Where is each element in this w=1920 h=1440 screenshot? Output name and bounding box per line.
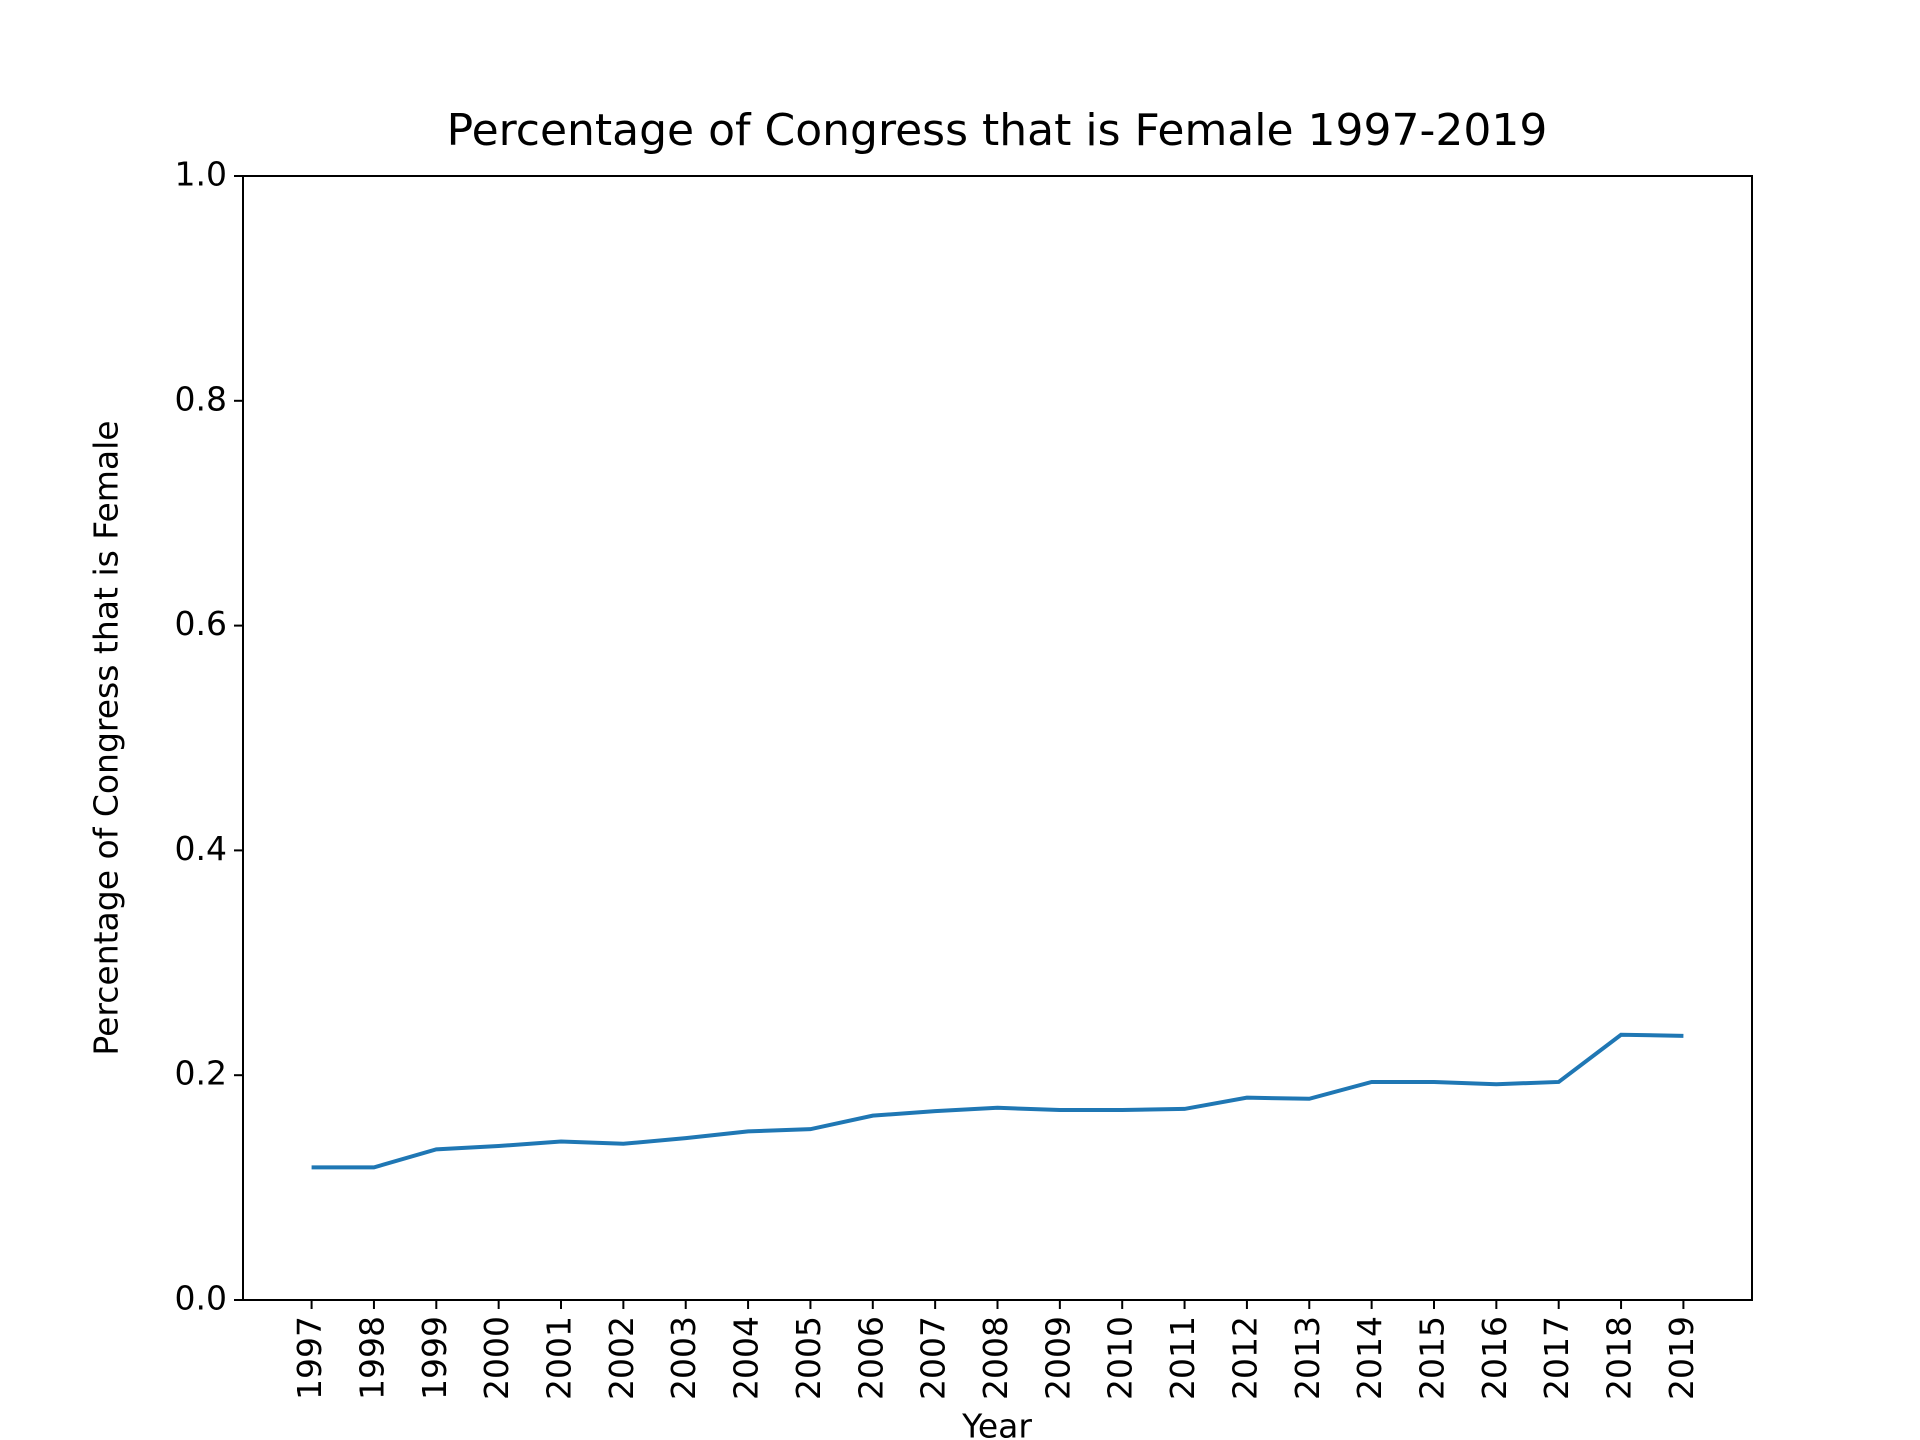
chart-title: Percentage of Congress that is Female 19… <box>447 105 1548 156</box>
x-tick-label: 2017 <box>1537 1316 1576 1400</box>
x-tick-label: 2006 <box>851 1316 890 1400</box>
x-tick-label: 2007 <box>914 1316 953 1400</box>
line-series <box>311 1032 1684 1170</box>
x-axis-label: Year <box>961 1407 1032 1440</box>
x-tick-label: 2015 <box>1412 1316 1451 1400</box>
x-tick-label: 2000 <box>477 1316 516 1400</box>
y-axis-label: Percentage of Congress that is Female <box>87 420 126 1055</box>
x-tick-label: 2003 <box>664 1316 703 1400</box>
y-tick-label: 0.2 <box>175 1054 227 1093</box>
x-tick-label: 1997 <box>290 1316 329 1400</box>
x-tick-label: 2004 <box>727 1316 766 1400</box>
x-tick-label: 2013 <box>1288 1316 1327 1400</box>
x-tick-label: 2005 <box>789 1316 828 1400</box>
x-tick-label: 2011 <box>1163 1316 1202 1400</box>
plot-frame <box>242 175 1753 1301</box>
x-tick-label: 2014 <box>1350 1316 1389 1400</box>
x-tick-label: 2019 <box>1662 1316 1701 1400</box>
x-tick-label: 2012 <box>1225 1316 1264 1400</box>
x-tick-label: 2009 <box>1038 1316 1077 1400</box>
x-tick-label: 1999 <box>415 1316 454 1400</box>
y-tick-label: 0.4 <box>175 829 227 868</box>
y-tick-label: 0.8 <box>175 379 227 418</box>
x-tick-label: 2008 <box>976 1316 1015 1400</box>
y-tick-label: 1.0 <box>175 155 227 194</box>
y-tick-label: 0.0 <box>175 1279 227 1318</box>
x-tick-label: 2001 <box>540 1316 579 1400</box>
x-tick-label: 2016 <box>1475 1316 1514 1400</box>
x-tick-label: 2010 <box>1101 1316 1140 1400</box>
x-tick-label: 2018 <box>1600 1316 1639 1400</box>
x-tick-label: 2002 <box>602 1316 641 1400</box>
y-tick-label: 0.6 <box>175 604 227 643</box>
x-tick-label: 1998 <box>352 1316 391 1400</box>
